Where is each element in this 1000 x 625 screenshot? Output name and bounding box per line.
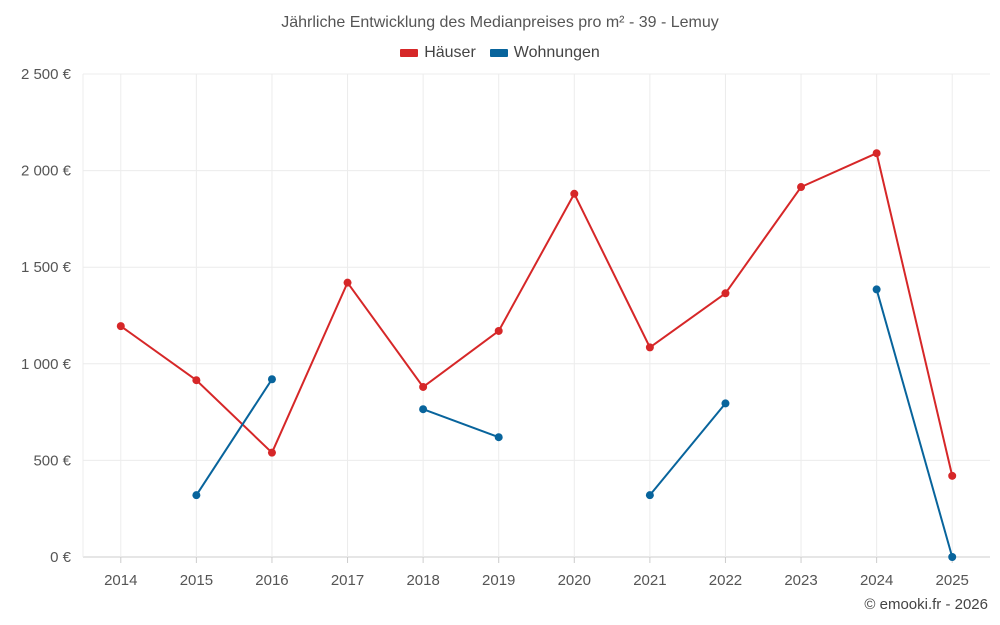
legend-label-wohnungen: Wohnungen	[513, 44, 600, 61]
data-point-wohnungen	[645, 491, 654, 500]
chart-title: Jährliche Entwicklung des Medianpreises …	[281, 14, 719, 31]
data-point-haeuser	[192, 376, 201, 385]
x-tick-label: 2023	[784, 572, 817, 589]
data-point-wohnungen	[948, 553, 957, 561]
x-tick-label: 2015	[180, 572, 213, 589]
legend: Häuser Wohnungen	[0, 44, 1000, 62]
data-point-wohnungen	[419, 405, 428, 414]
series-line-wohnungen	[649, 402, 727, 496]
data-point-haeuser	[872, 149, 881, 158]
y-tick-label: 0 €	[50, 549, 72, 566]
x-tick-label: 2017	[331, 572, 364, 589]
x-tick-label: 2025	[936, 572, 969, 589]
x-tick-label: 2019	[482, 572, 515, 589]
x-tick-label: 2022	[709, 572, 742, 589]
data-point-haeuser	[419, 382, 428, 391]
x-tick-label: 2020	[558, 572, 591, 589]
y-tick-label: 2 000 €	[21, 163, 72, 180]
copyright-credit: © emooki.fr - 2026	[864, 596, 988, 613]
y-tick-label: 500 €	[33, 452, 71, 469]
x-tick-label: 2021	[633, 572, 666, 589]
data-point-wohnungen	[192, 491, 201, 500]
y-tick-label: 2 500 €	[21, 66, 72, 83]
legend-swatch-wohnungen	[489, 49, 508, 57]
legend-swatch-haeuser	[400, 49, 419, 57]
data-point-haeuser	[570, 189, 579, 198]
data-point-haeuser	[797, 183, 806, 192]
x-tick-label: 2014	[104, 572, 137, 589]
data-point-haeuser	[645, 343, 654, 352]
y-tick-label: 1 000 €	[21, 356, 72, 373]
data-point-wohnungen	[721, 399, 730, 408]
data-point-wohnungen	[267, 375, 276, 384]
data-point-haeuser	[721, 289, 730, 298]
legend-item-haeuser[interactable]: Häuser	[400, 44, 476, 62]
y-tick-label: 1 500 €	[21, 259, 72, 276]
x-tick-label: 2024	[860, 572, 893, 589]
series-line-haeuser	[120, 152, 954, 477]
x-tick-label: 2016	[255, 572, 288, 589]
data-point-haeuser	[267, 448, 276, 457]
series-line-wohnungen	[875, 289, 954, 558]
legend-item-wohnungen[interactable]: Wohnungen	[489, 44, 600, 62]
data-point-wohnungen	[872, 285, 881, 294]
series-line-wohnungen	[422, 408, 500, 439]
data-point-wohnungen	[494, 433, 503, 442]
series-line-wohnungen	[195, 378, 273, 496]
data-point-haeuser	[343, 278, 352, 287]
data-point-haeuser	[948, 471, 957, 480]
data-point-haeuser	[116, 322, 125, 331]
x-tick-label: 2018	[406, 572, 439, 589]
legend-label-haeuser: Häuser	[424, 44, 476, 61]
data-point-haeuser	[494, 326, 503, 335]
